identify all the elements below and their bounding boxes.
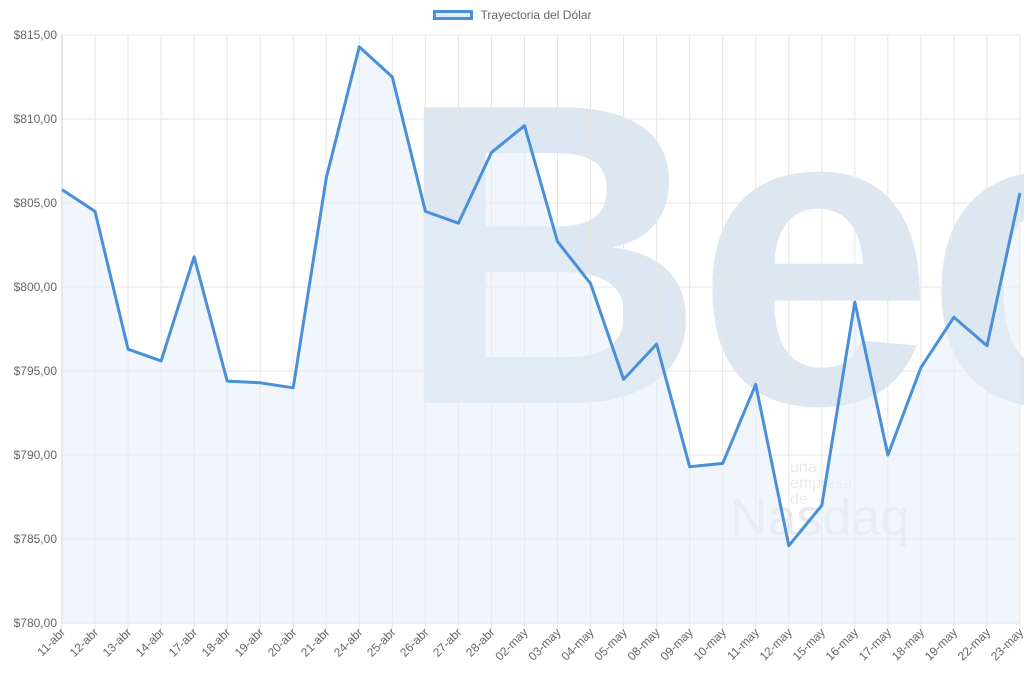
x-tick-label: 16-may <box>823 625 861 663</box>
y-tick-label: $810,00 <box>14 112 58 126</box>
x-tick-label: 03-may <box>525 625 563 663</box>
x-tick-label: 09-may <box>658 625 696 663</box>
series-area-fill <box>62 46 1020 624</box>
data-point <box>919 366 923 370</box>
x-tick-label: 21-abr <box>298 625 332 659</box>
y-tick-label: $785,00 <box>14 532 58 546</box>
data-point <box>688 465 692 469</box>
x-tick-label: 23-may <box>988 625 1024 663</box>
chart-legend[interactable]: Trayectoria del Dólar <box>0 8 1024 22</box>
y-tick-label: $790,00 <box>14 448 58 462</box>
x-tick-label: 05-may <box>592 625 630 663</box>
data-point <box>522 124 526 128</box>
x-tick-label: 12-abr <box>67 625 101 659</box>
data-point <box>754 382 758 386</box>
x-tick-label: 11-abr <box>34 625 68 659</box>
data-point <box>60 188 64 192</box>
series-line <box>61 45 1022 548</box>
x-tick-label: 17-may <box>856 625 894 663</box>
x-tick-label: 14-abr <box>133 625 167 659</box>
x-tick-label: 12-may <box>757 625 795 663</box>
x-tick-label: 13-abr <box>100 625 134 659</box>
x-tick-label: 26-abr <box>397 625 431 659</box>
data-point <box>886 453 890 457</box>
x-tick-label: 08-may <box>625 625 663 663</box>
data-point <box>787 544 791 548</box>
x-tick-label: 19-abr <box>232 625 266 659</box>
data-point <box>192 255 196 259</box>
data-point <box>423 209 427 213</box>
x-tick-label: 20-abr <box>265 625 299 659</box>
data-point <box>291 386 295 390</box>
x-tick-label: 18-may <box>889 625 927 663</box>
x-tick-label: 25-abr <box>364 625 398 659</box>
data-point <box>721 461 725 465</box>
x-tick-label: 15-may <box>790 625 828 663</box>
data-point <box>93 209 97 213</box>
y-tick-label: $795,00 <box>14 364 58 378</box>
data-point <box>489 151 493 155</box>
data-point <box>985 344 989 348</box>
data-point <box>853 300 857 304</box>
data-point <box>589 282 593 286</box>
data-point <box>622 377 626 381</box>
y-tick-label: $805,00 <box>14 196 58 210</box>
data-point <box>126 347 130 351</box>
y-tick-label: $780,00 <box>14 616 58 630</box>
data-point <box>1018 191 1022 195</box>
x-tick-label: 27-abr <box>430 625 464 659</box>
data-point <box>324 176 328 180</box>
x-tick-label: 22-may <box>955 625 993 663</box>
y-tick-label: $800,00 <box>14 280 58 294</box>
x-tick-label: 04-may <box>558 625 596 663</box>
legend-swatch <box>432 10 473 20</box>
data-point <box>357 45 361 49</box>
data-point <box>159 359 163 363</box>
x-tick-label: 24-abr <box>331 625 365 659</box>
data-point <box>225 379 229 383</box>
x-tick-label: 11-may <box>724 625 762 663</box>
y-tick-label: $815,00 <box>14 28 58 42</box>
legend-label: Trayectoria del Dólar <box>480 8 592 22</box>
data-point <box>655 342 659 346</box>
x-tick-label: 02-may <box>492 625 530 663</box>
data-point <box>456 221 460 225</box>
x-tick-label: 10-may <box>691 625 729 663</box>
data-point <box>952 315 956 319</box>
data-point <box>258 381 262 385</box>
x-tick-label: 18-abr <box>199 625 233 659</box>
data-point <box>820 503 824 507</box>
x-tick-label: 17-abr <box>166 625 200 659</box>
x-tick-label: 19-may <box>922 625 960 663</box>
data-point <box>556 240 560 244</box>
data-point <box>390 75 394 79</box>
